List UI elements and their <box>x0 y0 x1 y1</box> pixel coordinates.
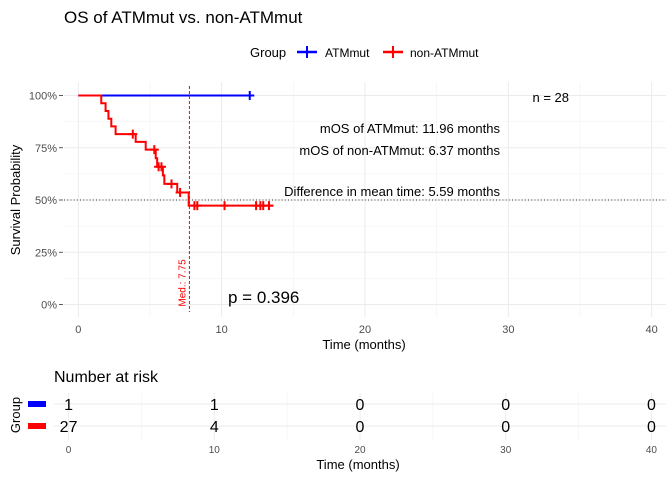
mos-non-atmmut-annotation: mOS of non-ATMmut: 6.37 months <box>299 143 500 158</box>
risk-x-tick-label: 20 <box>354 445 366 456</box>
risk-cell: 0 <box>501 419 510 436</box>
median-label: Med.: 7.75 <box>177 259 188 307</box>
risk-table-x-label: Time (months) <box>316 457 399 472</box>
risk-key-atmmut <box>28 401 46 407</box>
legend: Group ATMmut non-ATMmut <box>250 45 479 60</box>
mos-atmmut-annotation: mOS of ATMmut: 11.96 months <box>320 121 501 136</box>
risk-key-non-atmmut <box>28 423 46 429</box>
plot-grid <box>64 82 666 317</box>
y-tick-label: 0% <box>41 300 57 312</box>
risk-cell: 0 <box>356 419 365 436</box>
x-axis-ticks: 0 10 20 30 40 <box>75 324 658 336</box>
risk-table-title: Number at risk <box>54 369 159 386</box>
x-tick-label: 20 <box>359 324 371 336</box>
survival-curve-non-atmmut <box>78 94 274 207</box>
y-axis-ticks: 0% 25% 50% 75% 100% <box>29 91 63 312</box>
risk-x-tick-label: 40 <box>646 445 658 456</box>
risk-table-grid <box>54 393 666 440</box>
legend-item-atmmut: ATMmut <box>297 46 370 60</box>
risk-x-tick-label: 30 <box>500 445 512 456</box>
x-tick-label: 30 <box>502 324 514 336</box>
risk-table-x-ticks: 0 10 20 30 40 <box>66 445 658 456</box>
x-tick-label: 40 <box>646 324 658 336</box>
risk-cell: 0 <box>356 397 365 414</box>
y-axis-label: Survival Probability <box>8 144 23 255</box>
y-tick-label: 75% <box>35 143 57 155</box>
p-value: p = 0.396 <box>228 288 299 307</box>
y-tick-label: 25% <box>35 247 57 259</box>
legend-item-non-atmmut: non-ATMmut <box>383 46 479 60</box>
risk-table-group-label: Group <box>8 397 23 433</box>
x-axis-label: Time (months) <box>322 337 405 352</box>
censor-marks <box>128 91 274 211</box>
risk-x-tick-label: 0 <box>66 445 72 456</box>
legend-label-non-atmmut: non-ATMmut <box>410 46 479 60</box>
risk-cell: 0 <box>501 397 510 414</box>
risk-x-tick-label: 10 <box>209 445 221 456</box>
chart-title: OS of ATMmut vs. non-ATMmut <box>64 8 303 27</box>
risk-cell: 1 <box>64 397 73 414</box>
n-annotation: n = 28 <box>532 90 569 105</box>
difference-annotation: Difference in mean time: 5.59 months <box>284 184 500 199</box>
risk-table-keys <box>28 401 46 429</box>
risk-cell: 0 <box>647 397 656 414</box>
x-tick-label: 0 <box>75 324 81 336</box>
risk-cell: 0 <box>647 419 656 436</box>
legend-label-atmmut: ATMmut <box>325 46 370 60</box>
x-tick-label: 10 <box>216 324 228 336</box>
y-tick-label: 100% <box>29 91 57 103</box>
legend-title: Group <box>250 45 286 60</box>
median-line: Med.: 7.75 <box>177 86 190 312</box>
risk-table-cells: 1 1 0 0 0 27 4 0 0 0 <box>60 397 656 436</box>
y-tick-label: 50% <box>35 195 57 207</box>
risk-cell: 4 <box>210 419 219 436</box>
risk-cell: 1 <box>210 397 219 414</box>
risk-cell: 27 <box>60 419 78 436</box>
survival-curves <box>78 94 274 207</box>
